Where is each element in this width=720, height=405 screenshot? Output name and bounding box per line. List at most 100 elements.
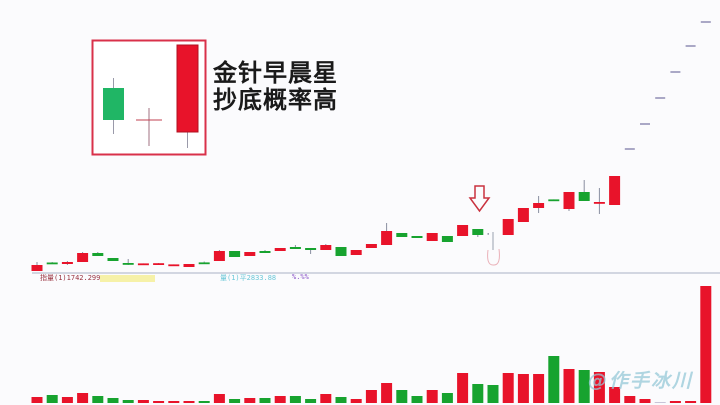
volume-bar <box>457 373 469 403</box>
candle <box>305 248 317 254</box>
volume-bar <box>168 401 180 403</box>
volume-bar <box>198 401 210 403</box>
volume-bar <box>289 396 301 403</box>
candle <box>365 244 377 248</box>
candle <box>137 263 149 266</box>
candle <box>548 199 560 202</box>
candle <box>593 188 605 214</box>
volume-bar <box>654 402 666 403</box>
candle <box>259 250 271 253</box>
candle-body <box>335 247 347 256</box>
candle-body <box>365 244 377 248</box>
doji-highlight-curve <box>487 248 500 266</box>
candle-body <box>137 263 149 266</box>
volume-bar <box>381 383 393 403</box>
volume-bar <box>350 399 362 403</box>
volume-bar <box>487 385 499 403</box>
volume-bar <box>305 399 317 403</box>
candle <box>31 262 43 271</box>
candle-body <box>320 245 332 250</box>
candle-body <box>457 225 469 236</box>
candle <box>609 176 621 205</box>
candle-body <box>259 251 271 253</box>
candle <box>92 252 104 256</box>
volume-bar <box>153 401 165 403</box>
candle-body <box>244 252 256 256</box>
candle <box>426 233 438 241</box>
candle-body <box>289 247 301 249</box>
candle <box>320 244 332 250</box>
volume-bar <box>502 373 514 403</box>
candle-body <box>274 248 286 251</box>
volume-bar <box>685 401 697 403</box>
candle <box>563 192 575 211</box>
volume-bar <box>213 394 225 403</box>
indicator-yellow-blur <box>100 275 155 282</box>
candle-body <box>487 233 489 235</box>
volume-bar <box>593 372 605 403</box>
volume-bar <box>335 397 347 403</box>
volume-bar <box>441 393 453 403</box>
volume-bar <box>472 384 484 403</box>
volume-bar <box>46 395 58 403</box>
candle-body <box>533 203 545 208</box>
volume-bar <box>517 374 529 403</box>
volume-bar <box>426 390 438 403</box>
indicator-volume: 指量(1)1742.299 <box>40 274 101 282</box>
candle <box>213 250 225 261</box>
candle-body <box>92 253 104 256</box>
volume-bar <box>274 396 286 403</box>
candle-body <box>502 219 514 235</box>
candle <box>122 259 134 265</box>
candle <box>457 225 469 236</box>
candle <box>350 250 362 255</box>
candle <box>61 261 73 265</box>
volume-bar <box>396 390 408 403</box>
candle-body <box>229 251 241 257</box>
candle <box>441 236 453 242</box>
volume-bar <box>578 370 590 403</box>
candle <box>244 252 256 256</box>
candle <box>46 262 58 265</box>
candle <box>487 232 494 250</box>
candle <box>502 219 514 235</box>
inset-box <box>91 39 207 156</box>
candle-body <box>77 253 89 262</box>
volume-bar <box>609 387 621 403</box>
candle-body <box>213 251 225 261</box>
volume-bar <box>77 393 89 403</box>
candle-body <box>381 231 393 245</box>
volume-bar <box>137 400 149 403</box>
down-arrow-icon <box>468 185 491 213</box>
candle <box>472 229 484 237</box>
candle-body <box>107 258 119 261</box>
candle-body <box>122 263 134 265</box>
candle <box>517 208 529 222</box>
volume-bar <box>548 356 560 403</box>
volume-bar <box>183 401 195 403</box>
candle-body <box>46 262 58 265</box>
candle-body <box>609 176 621 205</box>
candle <box>411 236 423 238</box>
candle <box>396 233 408 237</box>
volume-bar <box>244 398 256 403</box>
candle-body <box>426 233 438 241</box>
candle-body <box>472 229 484 235</box>
candle <box>289 245 301 249</box>
volume-bar <box>61 397 73 403</box>
inset-caption: 金针早晨星 抄底概率高 <box>213 60 338 114</box>
candle <box>153 263 165 265</box>
volume-bar <box>533 374 545 403</box>
inset-green-candle <box>103 88 124 120</box>
volume-bar <box>31 397 43 403</box>
candle-body <box>563 192 575 209</box>
candle-body <box>350 250 362 255</box>
volume-bar <box>563 369 575 403</box>
inset-red-candle <box>176 44 199 133</box>
candle-body <box>305 248 317 250</box>
candle <box>229 251 241 257</box>
candle-body <box>548 199 560 202</box>
candle-body <box>578 192 590 201</box>
